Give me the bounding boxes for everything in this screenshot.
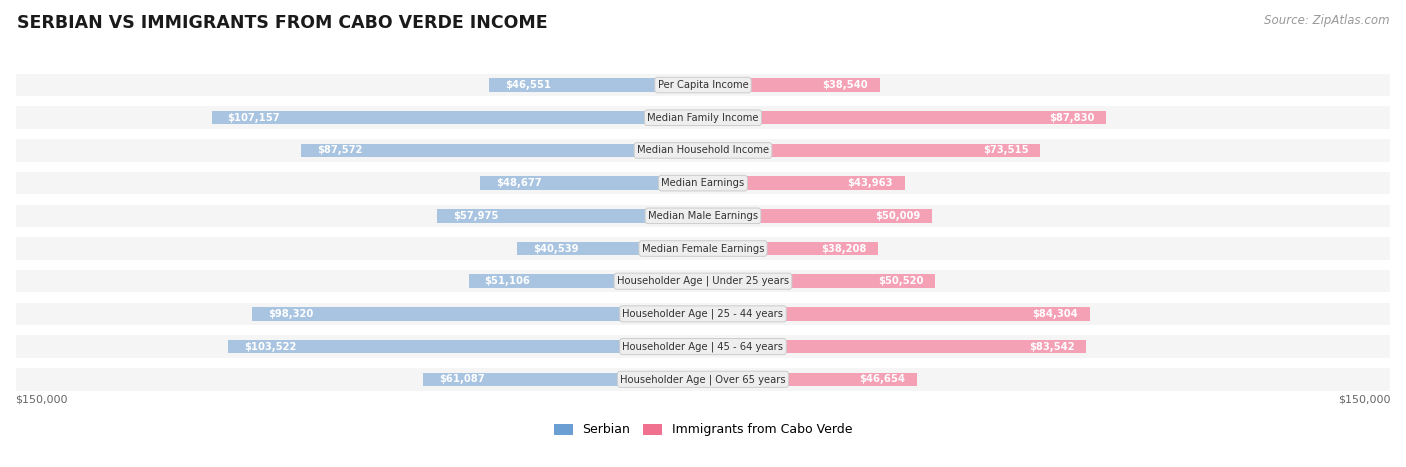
Text: $40,539: $40,539 bbox=[533, 243, 579, 254]
Bar bbox=[703, 275, 935, 288]
Bar bbox=[423, 373, 703, 386]
Text: $150,000: $150,000 bbox=[1339, 395, 1391, 404]
Bar bbox=[703, 177, 904, 190]
Bar bbox=[517, 242, 703, 255]
Bar bbox=[252, 307, 703, 321]
Text: $107,157: $107,157 bbox=[228, 113, 280, 123]
Bar bbox=[15, 236, 1391, 261]
Text: $38,208: $38,208 bbox=[821, 243, 866, 254]
Bar bbox=[15, 334, 1391, 359]
Bar bbox=[15, 204, 1391, 228]
Bar bbox=[703, 78, 880, 92]
Text: $103,522: $103,522 bbox=[245, 341, 297, 352]
Bar bbox=[15, 73, 1391, 97]
Text: Median Male Earnings: Median Male Earnings bbox=[648, 211, 758, 221]
Text: $98,320: $98,320 bbox=[269, 309, 314, 319]
Text: Source: ZipAtlas.com: Source: ZipAtlas.com bbox=[1264, 14, 1389, 27]
Bar bbox=[489, 78, 703, 92]
Bar bbox=[15, 106, 1391, 130]
Text: $73,515: $73,515 bbox=[983, 145, 1029, 156]
Text: SERBIAN VS IMMIGRANTS FROM CABO VERDE INCOME: SERBIAN VS IMMIGRANTS FROM CABO VERDE IN… bbox=[17, 14, 547, 32]
Text: $43,963: $43,963 bbox=[848, 178, 893, 188]
Text: Householder Age | 25 - 44 years: Householder Age | 25 - 44 years bbox=[623, 309, 783, 319]
Bar bbox=[15, 138, 1391, 163]
Text: $48,677: $48,677 bbox=[496, 178, 541, 188]
Text: $83,542: $83,542 bbox=[1029, 341, 1074, 352]
Bar bbox=[703, 242, 879, 255]
Text: Per Capita Income: Per Capita Income bbox=[658, 80, 748, 90]
Bar bbox=[703, 111, 1107, 125]
Text: $61,087: $61,087 bbox=[439, 374, 485, 384]
Text: Householder Age | 45 - 64 years: Householder Age | 45 - 64 years bbox=[623, 341, 783, 352]
Text: Median Earnings: Median Earnings bbox=[661, 178, 745, 188]
Bar bbox=[703, 373, 917, 386]
Text: Median Female Earnings: Median Female Earnings bbox=[641, 243, 765, 254]
Bar bbox=[15, 302, 1391, 326]
Bar bbox=[468, 275, 703, 288]
Text: $87,830: $87,830 bbox=[1049, 113, 1094, 123]
Text: $57,975: $57,975 bbox=[453, 211, 499, 221]
Bar bbox=[15, 171, 1391, 195]
Bar bbox=[301, 144, 703, 157]
Bar bbox=[211, 111, 703, 125]
Text: Median Family Income: Median Family Income bbox=[647, 113, 759, 123]
Text: $46,654: $46,654 bbox=[859, 374, 905, 384]
Text: $50,009: $50,009 bbox=[876, 211, 921, 221]
Bar bbox=[479, 177, 703, 190]
Bar bbox=[703, 307, 1090, 321]
Bar bbox=[703, 144, 1040, 157]
Bar bbox=[15, 367, 1391, 391]
Bar bbox=[228, 340, 703, 354]
Text: Householder Age | Under 25 years: Householder Age | Under 25 years bbox=[617, 276, 789, 286]
Text: $46,551: $46,551 bbox=[506, 80, 551, 90]
Text: $50,520: $50,520 bbox=[877, 276, 924, 286]
Bar bbox=[437, 209, 703, 223]
Text: $150,000: $150,000 bbox=[15, 395, 67, 404]
Text: $87,572: $87,572 bbox=[318, 145, 363, 156]
Bar bbox=[703, 340, 1087, 354]
Text: $84,304: $84,304 bbox=[1032, 309, 1078, 319]
Text: Median Household Income: Median Household Income bbox=[637, 145, 769, 156]
Bar bbox=[703, 209, 932, 223]
Text: $38,540: $38,540 bbox=[823, 80, 869, 90]
Text: Householder Age | Over 65 years: Householder Age | Over 65 years bbox=[620, 374, 786, 384]
Bar bbox=[15, 269, 1391, 293]
Legend: Serbian, Immigrants from Cabo Verde: Serbian, Immigrants from Cabo Verde bbox=[548, 418, 858, 441]
Text: $51,106: $51,106 bbox=[485, 276, 530, 286]
